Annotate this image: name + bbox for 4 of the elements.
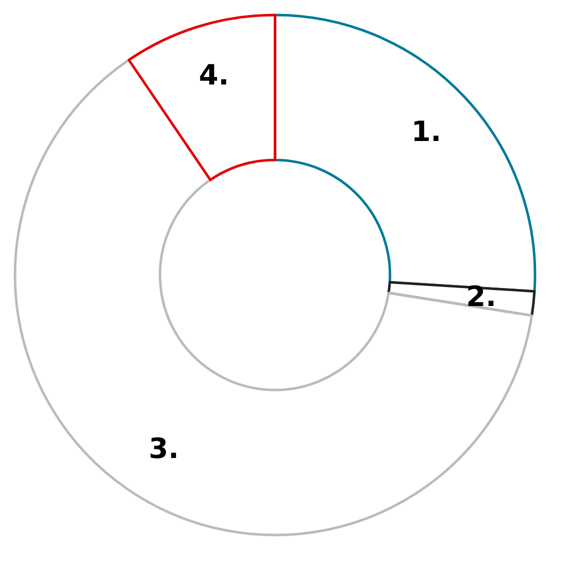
slice-label: 1. <box>411 114 442 148</box>
slice-label: 3. <box>148 432 179 466</box>
slice-label: 4. <box>198 58 230 92</box>
slice-label: 2. <box>466 280 496 313</box>
